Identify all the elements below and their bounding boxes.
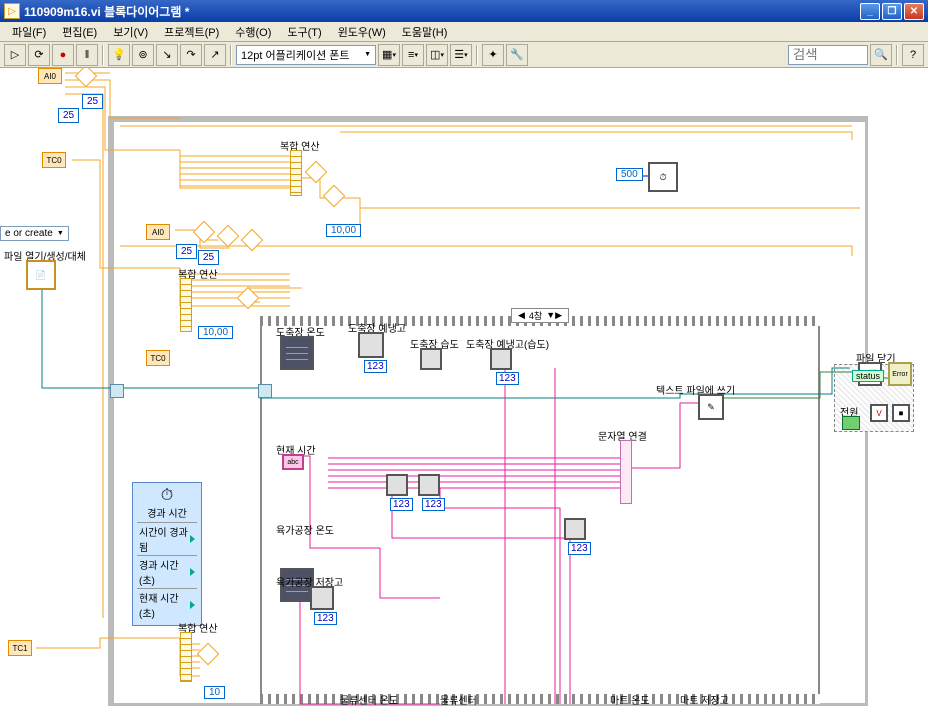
fmt-node-3[interactable] bbox=[564, 518, 586, 540]
stop-button-vi[interactable]: ⏹ bbox=[892, 404, 910, 422]
distribute-button[interactable]: ≡▾ bbox=[402, 44, 424, 66]
sequence-frame[interactable]: ◀ 4참 ▼▶ bbox=[260, 316, 820, 704]
const-10-2[interactable]: 10,00 bbox=[198, 326, 233, 339]
const-123-1[interactable]: 123 bbox=[364, 360, 387, 373]
minimize-button[interactable]: _ bbox=[860, 3, 880, 20]
label-dist-temp: 물류센터 온도 bbox=[340, 692, 398, 707]
power-boolean[interactable] bbox=[842, 416, 860, 430]
step-into-button[interactable]: ↘ bbox=[156, 44, 178, 66]
const-25-2[interactable]: 25 bbox=[58, 108, 79, 123]
sum-op-4[interactable] bbox=[197, 643, 220, 666]
menu-window[interactable]: 윈도우(W) bbox=[330, 22, 394, 42]
block-diagram-canvas[interactable]: ◀ 4참 ▼▶ AI0 25 25 TC0 e or create▼ 파일 열기… bbox=[0, 68, 928, 716]
divide-op-1[interactable] bbox=[75, 68, 98, 87]
frame-selector[interactable]: ◀ 4참 ▼▶ bbox=[511, 308, 569, 323]
label-mart-temp: 마트 온도 bbox=[610, 692, 650, 707]
menu-file[interactable]: 파일(F) bbox=[4, 22, 54, 42]
sum-op-2[interactable] bbox=[323, 185, 346, 208]
fmt-node-2[interactable] bbox=[418, 474, 440, 496]
compound-arith-3[interactable] bbox=[180, 632, 192, 682]
menu-run[interactable]: 수행(O) bbox=[227, 22, 279, 42]
const-10-3[interactable]: 10 bbox=[204, 686, 225, 699]
retain-button[interactable]: ⊚ bbox=[132, 44, 154, 66]
label-mart-storage: 마트 저장고 bbox=[680, 692, 729, 707]
divide-op-2[interactable] bbox=[193, 221, 216, 244]
terminal-tc0-2[interactable]: TC0 bbox=[146, 350, 170, 366]
window-title: 110909m16.vi 블록다이어그램 * bbox=[24, 3, 860, 20]
const-25-3[interactable]: 25 bbox=[176, 244, 197, 259]
const-10-1[interactable]: 10,00 bbox=[326, 224, 361, 237]
const-123-4[interactable]: 123 bbox=[422, 498, 445, 511]
expvi-title: 경과 시간 bbox=[137, 505, 197, 522]
cleanup-button[interactable]: ✦ bbox=[482, 44, 504, 66]
const-123-5[interactable]: 123 bbox=[314, 612, 337, 625]
label-dist-center: 물류센터 bbox=[440, 692, 477, 707]
compound-arith-1[interactable] bbox=[290, 150, 302, 196]
pause-button[interactable]: ‖ bbox=[76, 44, 98, 66]
current-time-vi[interactable]: abc bbox=[282, 454, 304, 470]
fmt-node-1[interactable] bbox=[386, 474, 408, 496]
run-cont-button[interactable]: ⟳ bbox=[28, 44, 50, 66]
indicator-slaughter-cooler[interactable] bbox=[358, 332, 384, 358]
tool-button[interactable]: 🔧 bbox=[506, 44, 528, 66]
wait-ms-vi[interactable]: ⏱ bbox=[648, 162, 678, 192]
compound-arith-2[interactable] bbox=[180, 278, 192, 332]
const-500[interactable]: 500 bbox=[616, 168, 643, 181]
const-25-1[interactable]: 25 bbox=[82, 94, 103, 109]
indicator-proc-storage[interactable] bbox=[310, 586, 334, 610]
write-text-file-vi[interactable]: ✎ bbox=[698, 394, 724, 420]
file-open-vi[interactable]: 📄 bbox=[26, 260, 56, 290]
seq-tunnel-1[interactable] bbox=[258, 384, 272, 398]
step-over-button[interactable]: ↷ bbox=[180, 44, 202, 66]
indicator-slaughter-humid[interactable] bbox=[420, 348, 442, 370]
app-icon: ▷ bbox=[4, 3, 20, 19]
menu-help[interactable]: 도움말(H) bbox=[394, 22, 456, 42]
stop-vi[interactable]: V bbox=[870, 404, 888, 422]
sum-op-3[interactable] bbox=[237, 287, 260, 310]
terminal-tc0-1[interactable]: TC0 bbox=[42, 152, 66, 168]
const-123-6[interactable]: 123 bbox=[568, 542, 591, 555]
divide-op-3[interactable] bbox=[217, 225, 240, 248]
sum-op-1[interactable] bbox=[305, 161, 328, 184]
label-proc-temp: 육가공장 온도 bbox=[276, 522, 334, 537]
const-25-4[interactable]: 25 bbox=[198, 250, 219, 265]
font-selector[interactable]: 12pt 어플리케이션 폰트▼ bbox=[236, 45, 376, 65]
toolbar: ▷ ⟳ ● ‖ 💡 ⊚ ↘ ↷ ↗ 12pt 어플리케이션 폰트▼ ▦▾ ≡▾ … bbox=[0, 42, 928, 68]
highlight-button[interactable]: 💡 bbox=[108, 44, 130, 66]
divide-op-4[interactable] bbox=[241, 229, 264, 252]
reorder-button[interactable]: ☰▾ bbox=[450, 44, 472, 66]
close-button[interactable]: ✕ bbox=[904, 3, 924, 20]
const-123-3[interactable]: 123 bbox=[390, 498, 413, 511]
align-button[interactable]: ▦▾ bbox=[378, 44, 400, 66]
terminal-ai0-1[interactable]: AI0 bbox=[38, 68, 62, 84]
menu-bar: 파일(F) 편집(E) 보기(V) 프로젝트(P) 수행(O) 도구(T) 윈도… bbox=[0, 22, 928, 42]
title-bar: ▷ 110909m16.vi 블록다이어그램 * _ ❐ ✕ bbox=[0, 0, 928, 22]
step-out-button[interactable]: ↗ bbox=[204, 44, 226, 66]
expvi-out-1: 시간이 경과됨 bbox=[139, 524, 188, 554]
menu-project[interactable]: 프로젝트(P) bbox=[156, 22, 227, 42]
const-123-2[interactable]: 123 bbox=[496, 372, 519, 385]
indicator-slaughter-cooler-humid[interactable] bbox=[490, 348, 512, 370]
terminal-ai0-2[interactable]: AI0 bbox=[146, 224, 170, 240]
file-action-combo[interactable]: e or create▼ bbox=[0, 226, 69, 241]
loop-tunnel-1[interactable] bbox=[110, 384, 124, 398]
run-button[interactable]: ▷ bbox=[4, 44, 26, 66]
search-input[interactable] bbox=[788, 45, 868, 65]
menu-view[interactable]: 보기(V) bbox=[105, 22, 156, 42]
abort-button[interactable]: ● bbox=[52, 44, 74, 66]
menu-tools[interactable]: 도구(T) bbox=[279, 22, 329, 42]
status-indicator[interactable]: status bbox=[852, 370, 884, 382]
terminal-tc1[interactable]: TC1 bbox=[8, 640, 32, 656]
expvi-out-2: 경과 시간(초) bbox=[139, 557, 188, 587]
string-concat[interactable] bbox=[620, 440, 632, 504]
error-out[interactable]: Error bbox=[888, 362, 912, 386]
resize-button[interactable]: ◫▾ bbox=[426, 44, 448, 66]
help-button[interactable]: ? bbox=[902, 44, 924, 66]
search-button[interactable]: 🔍 bbox=[870, 44, 892, 66]
elapsed-time-expressvi[interactable]: ⏱ 경과 시간 시간이 경과됨 경과 시간(초) 현재 시간(초) bbox=[132, 482, 202, 626]
menu-edit[interactable]: 편집(E) bbox=[54, 22, 105, 42]
chart-slaughter-temp[interactable] bbox=[280, 336, 314, 370]
expvi-out-3: 현재 시간(초) bbox=[139, 590, 188, 620]
maximize-button[interactable]: ❐ bbox=[882, 3, 902, 20]
